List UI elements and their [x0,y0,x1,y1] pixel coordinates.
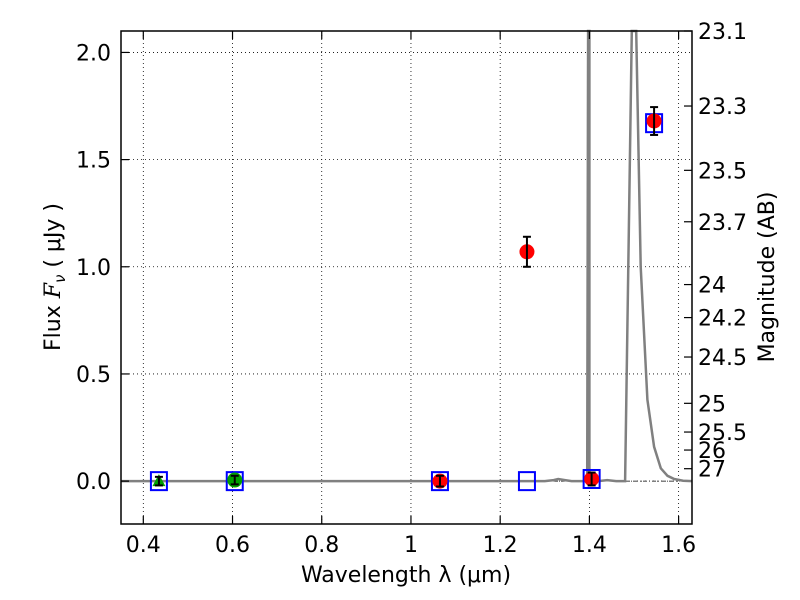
y-axis-label-symbol: F [41,282,66,299]
x-tick-label: 0.4 [126,533,161,558]
grid [121,31,692,524]
y2-tick-label: 24.5 [698,346,747,371]
filter-box-marker [582,468,601,489]
x-tick-label: 1.4 [572,533,607,558]
x-tick-label: 0.8 [304,533,339,558]
filter-box-marker [517,471,536,492]
y-axis-label: Flux Fν ( μJy ) [41,203,69,351]
filter-box-marker [225,471,244,492]
x-axis-label: Wavelength λ (μm) [301,563,511,588]
y2-tick-label: 23.1 [698,20,747,45]
model-spectrum [121,29,693,483]
model-spectrum-line [121,29,693,483]
y-axis-label-unit: ( μJy ) [41,203,66,275]
y2-tick-label: 24.2 [698,307,747,332]
y2-tick-label: 26 [698,439,726,464]
data-points [149,106,664,492]
x-tick-label: 1 [404,533,418,558]
y-tick-label: 1.5 [76,149,111,174]
axis-ticks [121,30,692,524]
x-tick-label: 0.6 [215,533,250,558]
y-tick-label: 0.5 [76,363,111,388]
y2-tick-label: 23.5 [698,159,747,184]
y2-tick-label: 25.5 [698,421,747,446]
filter-box-marker [430,471,449,492]
y-tick-labels: 0.0 0.5 1.0 1.5 2.0 [76,41,111,495]
x-tick-label: 1.2 [483,533,518,558]
x-tick-labels: 0.4 0.6 0.8 1 1.2 1.4 1.6 [126,533,696,558]
y2-tick-label: 23.3 [698,95,747,120]
y-tick-label: 2.0 [76,41,111,66]
y2-tick-label: 24 [698,274,726,299]
y2-tick-label: 27 [698,458,726,483]
y-axis-label-prefix: Flux [41,298,66,351]
plot-frame [120,30,693,525]
filter-box-marker [149,471,168,492]
x-tick-label: 1.6 [661,533,696,558]
y-tick-label: 0.0 [76,470,111,495]
y2-axis-label: Magnitude (AB) [755,192,780,363]
y-tick-label: 1.0 [76,256,111,281]
y-axis-label-subscript: ν [51,275,69,283]
y2-tick-label: 25 [698,392,726,417]
y2-tick-label: 23.7 [698,211,747,236]
